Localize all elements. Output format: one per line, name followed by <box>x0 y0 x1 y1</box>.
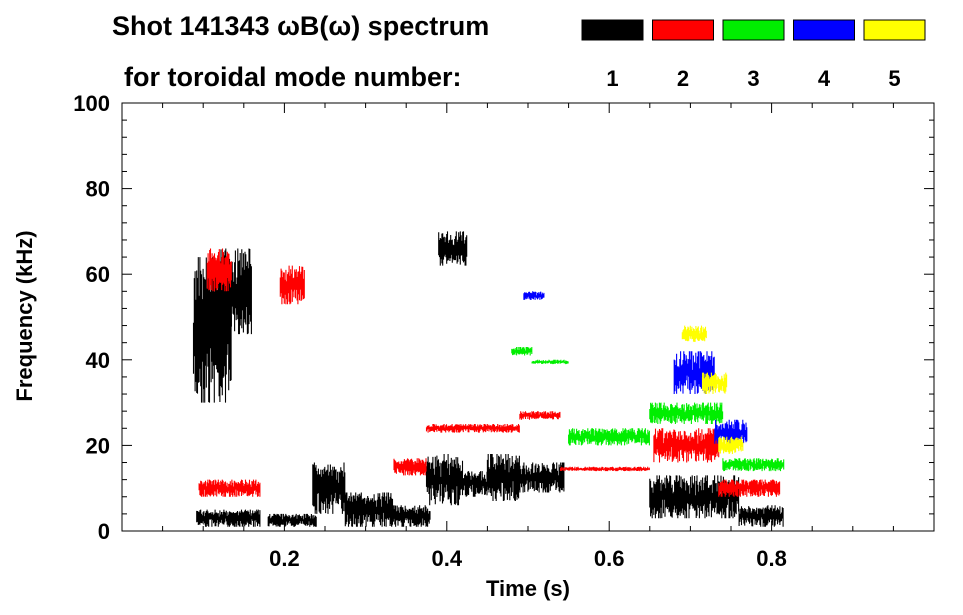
mode-3-activity-27 <box>722 458 785 472</box>
mode-1-activity-3 <box>267 513 317 527</box>
mode-2-activity-21 <box>653 428 720 463</box>
spectrum-marks <box>192 231 785 527</box>
y-tick-label-1: 20 <box>86 433 110 458</box>
mode-5-activity-33 <box>718 436 744 454</box>
mode-1-activity-8 <box>462 471 488 497</box>
legend-swatch-1 <box>581 19 644 41</box>
mode-1-activity-4 <box>312 462 346 514</box>
mode-2-activity-20 <box>559 466 650 472</box>
mode-5-activity-32 <box>702 372 728 394</box>
legend-label-5: 5 <box>888 66 900 91</box>
x-tick-label-0: 0.2 <box>269 546 300 571</box>
y-tick-label-4: 80 <box>86 177 110 202</box>
mode-3-activity-23 <box>511 347 533 356</box>
mode-2-activity-14 <box>279 265 305 305</box>
mode-1-activity-7 <box>425 454 464 506</box>
legend-label-4: 4 <box>818 66 831 91</box>
legend-label-2: 2 <box>677 66 689 91</box>
mode-1-activity-2 <box>196 509 261 527</box>
mode-2-activity-19 <box>519 411 561 420</box>
mode-4-activity-30 <box>714 419 748 446</box>
legend-swatch-5 <box>863 19 926 41</box>
chart-title-line2: for toroidal mode number: <box>124 62 462 92</box>
mode-1-activity-11 <box>438 231 468 266</box>
mode-1-activity-1 <box>218 248 252 335</box>
mode-3-activity-26 <box>649 402 724 424</box>
mode-2-activity-22 <box>718 479 781 497</box>
legend-swatch-3 <box>722 19 785 41</box>
mode-4-activity-29 <box>673 351 715 394</box>
mode-3-activity-25 <box>568 428 650 446</box>
legend-label-3: 3 <box>747 66 759 91</box>
mode-3-activity-24 <box>531 359 569 365</box>
mode-legend: 1 2 3 4 5 <box>581 19 926 91</box>
legend-swatch-2 <box>652 19 714 41</box>
mode-1-activity-13 <box>738 505 784 527</box>
chart-title-line1: Shot 141343 ωB(ω) spectrum <box>112 11 489 41</box>
y-tick-label-5: 100 <box>73 91 110 116</box>
mode-1-activity-10 <box>519 462 565 493</box>
y-tick-label-2: 40 <box>86 348 110 373</box>
y-tick-label-0: 0 <box>98 519 110 544</box>
legend-label-1: 1 <box>606 66 618 91</box>
mode-1-activity-5 <box>344 492 394 527</box>
x-axis-label: Time (s) <box>486 576 570 601</box>
mode-2-activity-15 <box>206 248 232 292</box>
mode-1-activity-9 <box>486 454 520 501</box>
axes: 0.2 0.4 0.6 0.8 0 20 40 60 80 100 <box>73 91 934 571</box>
mode-2-activity-16 <box>198 479 261 497</box>
x-tick-label-3: 0.8 <box>756 546 787 571</box>
x-tick-label-1: 0.4 <box>432 546 463 571</box>
mode-5-activity-31 <box>681 325 707 342</box>
legend-swatch-4 <box>793 19 855 41</box>
mode-1-activity-6 <box>389 505 431 527</box>
y-axis-label: Frequency (kHz) <box>12 230 37 401</box>
mode-2-activity-17 <box>393 458 427 476</box>
mode-4-activity-28 <box>523 291 545 300</box>
y-tick-label-3: 60 <box>86 262 110 287</box>
x-tick-label-2: 0.6 <box>594 546 625 571</box>
mode-1-activity-12 <box>649 475 740 519</box>
mode-2-activity-18 <box>425 424 520 433</box>
